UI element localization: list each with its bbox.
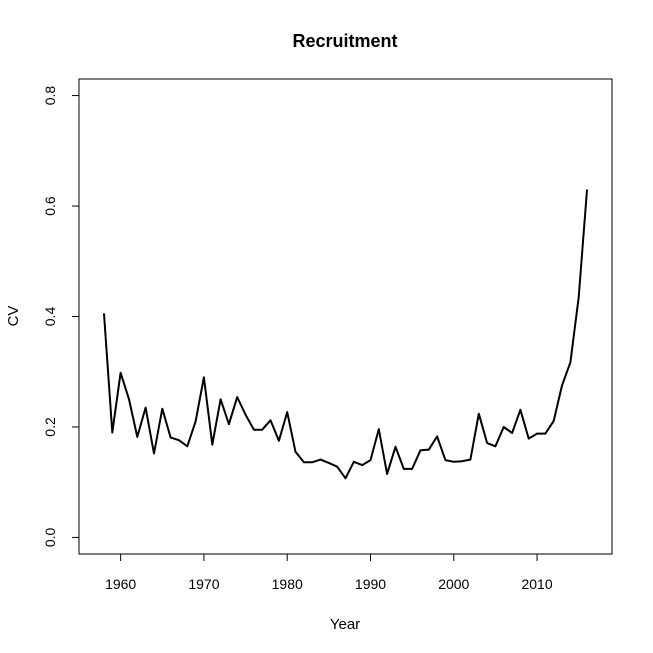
data-point [427,448,430,451]
data-point [552,420,555,422]
data-point [103,312,105,315]
y-axis: 0.0 0.2 0.4 0.6 0.8 [42,86,80,547]
data-point [128,398,130,401]
data-point [527,437,530,440]
data-point [477,412,480,415]
data-point [419,449,422,451]
data-point [203,376,205,379]
chart-title: Recruitment [292,31,397,51]
data-point [328,462,330,464]
data-point [161,407,164,410]
x-tick-label: 1960 [105,576,136,592]
data-point [511,432,513,434]
data-point [278,439,280,442]
data-point [561,384,563,387]
data-point [411,468,413,470]
data-point [169,436,172,439]
data-point [228,423,230,426]
y-axis-label: CV [5,306,22,327]
data-point [494,445,497,448]
data-point [244,414,247,416]
y-tick-label: 0.6 [42,196,58,216]
data-point [136,436,139,438]
data-point [219,398,222,401]
data-point [569,361,572,364]
x-tick-label: 1970 [188,576,219,592]
x-tick-label: 1990 [355,576,386,592]
x-tick-label: 1980 [272,576,303,592]
data-point [536,432,538,435]
data-point [469,458,472,461]
data-point [519,409,522,411]
data-point [303,461,305,464]
x-axis: 1960 1970 1980 1990 2000 2010 [105,553,553,592]
data-point [269,419,272,422]
data-point [311,461,313,464]
data-point [461,460,463,463]
data-point [577,296,580,298]
data-point [294,451,297,453]
y-tick-label: 0.2 [42,417,58,437]
data-point [369,459,372,461]
data-point [319,458,322,461]
data-point [236,396,239,398]
data-point [402,468,405,470]
data-point [586,189,588,191]
y-tick-label: 0.0 [42,527,58,547]
data-point [211,443,214,446]
data-point [261,428,264,431]
data-point [502,426,505,428]
data-point [153,452,155,455]
data-point [344,477,347,480]
data-point [544,432,547,435]
y-tick-label: 0.4 [42,307,58,327]
data-point [361,464,363,466]
data-point [394,446,397,448]
data-point [178,439,180,442]
data-point [119,372,122,374]
data-point [452,460,455,463]
series-layer [103,189,588,480]
data-point [194,420,197,423]
y-tick-label: 0.8 [42,86,58,106]
data-point [444,459,447,461]
data-point [253,428,255,431]
x-tick-label: 2000 [438,576,469,592]
x-axis-label: Year [330,616,360,633]
data-point [386,473,388,475]
data-point [378,428,380,430]
data-point [144,406,147,409]
data-point [436,435,438,438]
data-point [353,460,355,463]
data-point [111,431,114,434]
data-point [186,445,189,448]
data-point [286,411,289,413]
x-tick-label: 2010 [521,576,552,592]
data-point [336,465,338,468]
data-point [486,442,488,444]
